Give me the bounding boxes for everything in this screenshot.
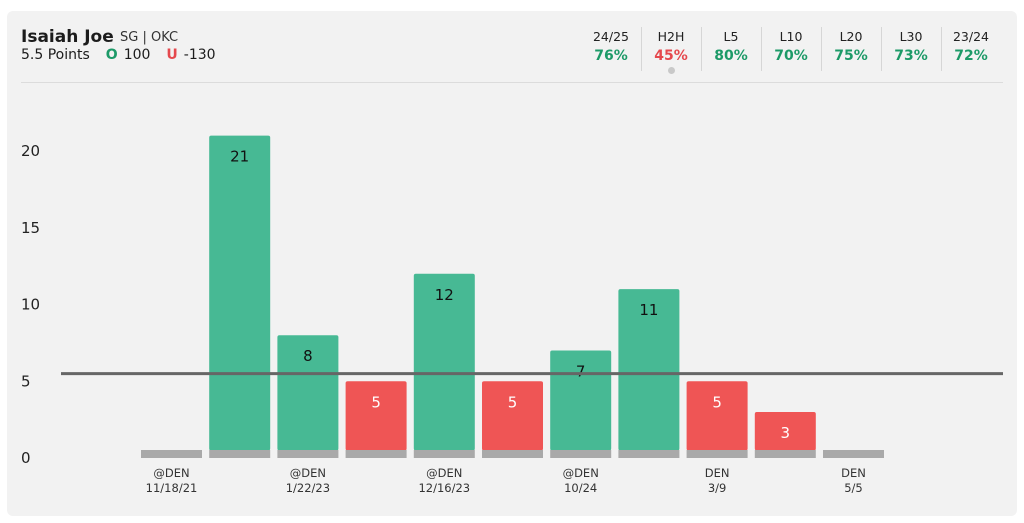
stat-tab-l30[interactable]: L30 73%: [881, 27, 941, 75]
bar-base: [823, 450, 884, 458]
x-tick-label: 5/5: [844, 481, 863, 495]
stat-tab-label: H2H: [657, 29, 685, 44]
x-tick-label: DEN: [841, 466, 866, 480]
x-tick-label: 11/18/21: [146, 481, 198, 495]
prop-line: 5.5 Points: [21, 47, 90, 63]
stat-tab-label: L5: [723, 29, 739, 44]
x-tick-label: DEN: [705, 466, 730, 480]
bar[interactable]: [209, 135, 271, 451]
y-tick-label: 0: [21, 449, 31, 467]
player-position-team: SG | OKC: [120, 30, 179, 45]
stat-tab-value: 75%: [834, 48, 868, 64]
bar-base: [209, 450, 271, 458]
stat-tab-value: 76%: [594, 48, 628, 64]
prop-line-row: 5.5 Points O 100 U -130: [21, 47, 216, 63]
stat-tab-separator: [881, 27, 882, 71]
bar[interactable]: [482, 381, 543, 451]
x-tick-label: 10/24: [564, 481, 597, 495]
bar-value-label: 11: [639, 301, 658, 319]
stat-tab-l20[interactable]: L20 75%: [821, 27, 881, 75]
y-tick-label: 5: [21, 372, 31, 390]
bar-base: [618, 450, 680, 458]
x-tick-label: @DEN: [153, 466, 189, 480]
stat-tab-separator: [701, 27, 702, 71]
x-tick-label: 1/22/23: [286, 481, 330, 495]
bar-base: [141, 450, 202, 458]
player-name: Isaiah Joe: [21, 27, 114, 47]
stat-tab-value: 45%: [654, 48, 688, 64]
bar-base: [413, 450, 475, 458]
bar-value-label: 7: [576, 363, 586, 381]
stat-tab-l5[interactable]: L5 80%: [701, 27, 761, 75]
bar-base: [482, 450, 543, 458]
over-odds[interactable]: 100: [123, 47, 151, 63]
stat-tab-value: 80%: [714, 48, 748, 64]
stat-tab-value: 70%: [774, 48, 808, 64]
bar-value-label: 12: [435, 286, 454, 304]
stat-tab-value: 72%: [954, 48, 988, 64]
bar[interactable]: [550, 350, 612, 451]
bar-base: [345, 450, 407, 458]
bar[interactable]: [618, 289, 680, 451]
x-tick-label: @DEN: [290, 466, 326, 480]
y-tick-label: 20: [21, 142, 40, 160]
stat-tab-label: 24/25: [592, 29, 630, 44]
selected-tab-indicator: [667, 67, 675, 74]
bar[interactable]: [277, 335, 339, 451]
y-tick-label: 15: [21, 219, 40, 237]
bar-value-label: 5: [712, 393, 722, 411]
bar[interactable]: [754, 411, 816, 451]
stat-tab-separator: [821, 27, 822, 71]
bar-base: [550, 450, 612, 458]
stat-tab-separator: [641, 27, 642, 71]
y-tick-label: 10: [21, 296, 40, 314]
bar-value-label: 5: [508, 393, 518, 411]
bar[interactable]: [686, 381, 748, 451]
bar-base: [754, 450, 816, 458]
stat-tab-h2h[interactable]: H2H 45%: [641, 27, 701, 75]
bar[interactable]: [413, 273, 475, 451]
stat-tab-separator: [941, 27, 942, 71]
stat-tab-label: L20: [839, 29, 863, 44]
stat-tab-label: 23/24: [952, 29, 990, 44]
bar-value-label: 21: [230, 148, 249, 166]
stat-tab-l10[interactable]: L10 70%: [761, 27, 821, 75]
header-divider: [21, 82, 1003, 83]
stat-tab-24-25[interactable]: 24/25 76%: [581, 27, 641, 75]
bar-base: [277, 450, 339, 458]
x-tick-label: 12/16/23: [418, 481, 470, 495]
bar-value-label: 3: [781, 424, 791, 442]
stat-tab-value: 73%: [894, 48, 928, 64]
bar[interactable]: [345, 381, 407, 451]
bar-value-label: 8: [303, 347, 313, 365]
under-odds[interactable]: -130: [183, 47, 216, 63]
x-tick-label: 3/9: [708, 481, 727, 495]
x-tick-label: @DEN: [563, 466, 599, 480]
bar-base: [686, 450, 748, 458]
bar-value-label: 5: [371, 393, 381, 411]
under-icon[interactable]: U: [166, 47, 178, 63]
stat-tab-separator: [761, 27, 762, 71]
stat-tab-23-24[interactable]: 23/24 72%: [941, 27, 1001, 75]
stat-tab-label: L10: [779, 29, 803, 44]
over-icon[interactable]: O: [105, 47, 118, 63]
x-tick-label: @DEN: [426, 466, 462, 480]
stat-tab-label: L30: [899, 29, 923, 44]
